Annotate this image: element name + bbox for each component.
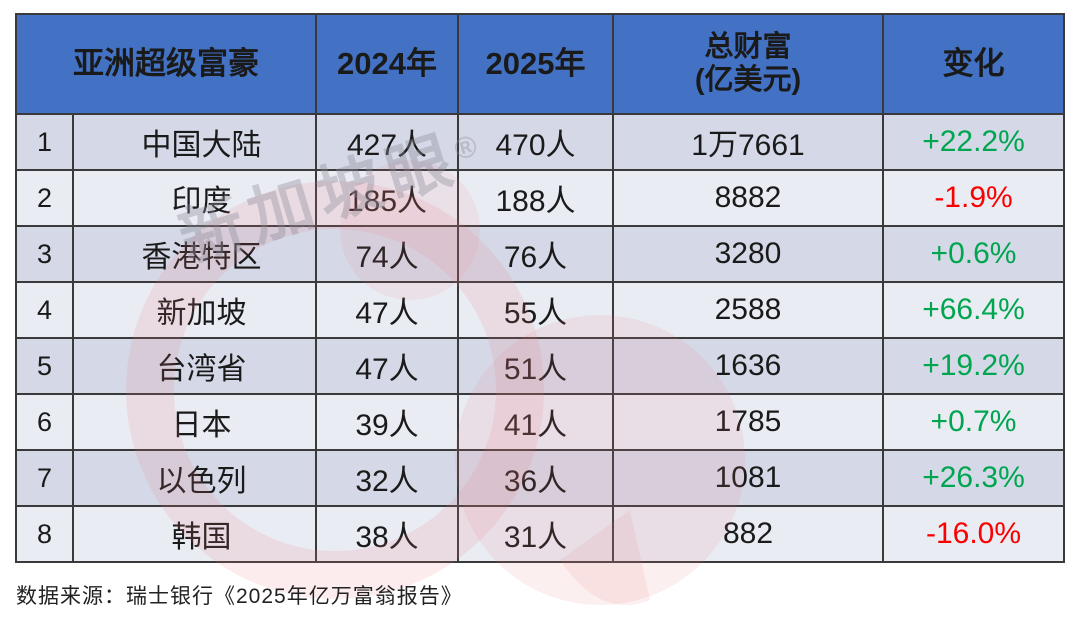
count-2024-cell: 74人	[315, 225, 459, 283]
table-row: 5 台湾省 47人 51人 1636 +19.2%	[15, 337, 1065, 395]
change-cell: +26.3%	[882, 449, 1065, 507]
table-title: 亚洲超级富豪	[15, 13, 317, 115]
table-row: 3 香港特区 74人 76人 3280 +0.6%	[15, 225, 1065, 283]
wealth-cell: 882	[612, 505, 884, 563]
count-2024-cell: 39人	[315, 393, 459, 451]
count-2025-cell: 51人	[457, 337, 614, 395]
asia-rich-list-table: 亚洲超级富豪 2024年 2025年 总财富 (亿美元) 变化 1 中国大陆 4…	[15, 13, 1065, 563]
table-row: 7 以色列 32人 36人 1081 +26.3%	[15, 449, 1065, 507]
table-row: 6 日本 39人 41人 1785 +0.7%	[15, 393, 1065, 451]
header-row: 亚洲超级富豪 2024年 2025年 总财富 (亿美元) 变化	[15, 13, 1065, 115]
col-header-wealth-line1: 总财富	[704, 30, 792, 63]
wealth-cell: 3280	[612, 225, 884, 283]
region-cell: 印度	[72, 169, 317, 227]
wealth-cell: 1081	[612, 449, 884, 507]
table-row: 8 韩国 38人 31人 882 -16.0%	[15, 505, 1065, 563]
wealth-cell: 1万7661	[612, 113, 884, 171]
rank-cell: 8	[15, 505, 74, 563]
region-cell: 中国大陆	[72, 113, 317, 171]
change-cell: +22.2%	[882, 113, 1065, 171]
col-header-wealth-line2: (亿美元)	[694, 64, 802, 96]
rank-cell: 4	[15, 281, 74, 339]
count-2024-cell: 185人	[315, 169, 459, 227]
count-2025-cell: 36人	[457, 449, 614, 507]
table-row: 1 中国大陆 427人 470人 1万7661 +22.2%	[15, 113, 1065, 171]
rank-cell: 3	[15, 225, 74, 283]
change-cell: -1.9%	[882, 169, 1065, 227]
rank-cell: 7	[15, 449, 74, 507]
col-header-change: 变化	[882, 13, 1065, 115]
count-2024-cell: 32人	[315, 449, 459, 507]
count-2024-cell: 427人	[315, 113, 459, 171]
count-2025-cell: 41人	[457, 393, 614, 451]
wealth-cell: 2588	[612, 281, 884, 339]
rank-cell: 5	[15, 337, 74, 395]
change-cell: +19.2%	[882, 337, 1065, 395]
col-header-2025: 2025年	[457, 13, 614, 115]
count-2025-cell: 188人	[457, 169, 614, 227]
region-cell: 新加坡	[72, 281, 317, 339]
rank-cell: 1	[15, 113, 74, 171]
change-cell: +66.4%	[882, 281, 1065, 339]
change-cell: -16.0%	[882, 505, 1065, 563]
rank-cell: 6	[15, 393, 74, 451]
count-2024-cell: 47人	[315, 281, 459, 339]
count-2025-cell: 76人	[457, 225, 614, 283]
change-cell: +0.7%	[882, 393, 1065, 451]
rank-cell: 2	[15, 169, 74, 227]
count-2025-cell: 31人	[457, 505, 614, 563]
wealth-cell: 8882	[612, 169, 884, 227]
count-2025-cell: 470人	[457, 113, 614, 171]
region-cell: 以色列	[72, 449, 317, 507]
wealth-cell: 1636	[612, 337, 884, 395]
region-cell: 台湾省	[72, 337, 317, 395]
col-header-2024: 2024年	[315, 13, 459, 115]
change-cell: +0.6%	[882, 225, 1065, 283]
count-2024-cell: 47人	[315, 337, 459, 395]
region-cell: 香港特区	[72, 225, 317, 283]
col-header-wealth: 总财富 (亿美元)	[612, 13, 884, 115]
region-cell: 日本	[72, 393, 317, 451]
region-cell: 韩国	[72, 505, 317, 563]
table-row: 2 印度 185人 188人 8882 -1.9%	[15, 169, 1065, 227]
wealth-cell: 1785	[612, 393, 884, 451]
count-2024-cell: 38人	[315, 505, 459, 563]
data-source-note: 数据来源：瑞士银行《2025年亿万富翁报告》	[16, 585, 463, 608]
table-row: 4 新加坡 47人 55人 2588 +66.4%	[15, 281, 1065, 339]
count-2025-cell: 55人	[457, 281, 614, 339]
